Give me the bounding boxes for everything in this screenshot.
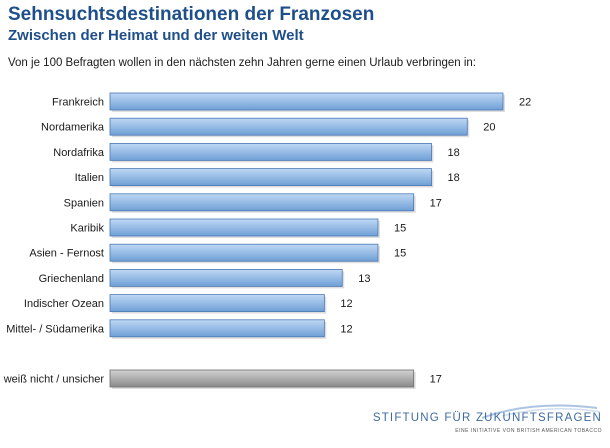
bar-3 [109,168,432,187]
category-label: weiß nicht / unsicher [3,374,105,386]
bar-7 [109,268,343,287]
category-label: Karibik [70,223,104,235]
bar-6 [109,243,379,262]
value-label: 17 [430,197,442,209]
logo-swoosh-icon [481,404,601,419]
logo-text: STIFTUNG FÜR ZUKUNFTSFRAGEN [372,412,602,424]
category-label: Nordamerika [41,122,105,134]
value-label: 20 [483,122,495,134]
bar-4 [109,193,415,212]
value-label: 18 [448,147,460,159]
category-label: Mittel- / Südamerika [6,323,105,335]
survey-question: Von je 100 Befragten wollen in den nächs… [8,57,476,69]
value-label: 15 [394,223,406,235]
chart-title: Sehnsuchtsdestinationen der Franzosen [8,4,375,25]
category-label: Spanien [64,197,104,209]
bar-5 [109,218,379,237]
bar-0 [109,92,504,111]
value-label: 12 [340,323,352,335]
bar-2 [109,142,432,161]
value-label: 15 [394,248,406,260]
value-label: 12 [340,298,352,310]
bar-9 [109,319,325,338]
bar-1 [109,117,468,136]
chart-subtitle: Zwischen der Heimat und der weiten Welt [8,27,304,44]
value-label: 17 [430,374,442,386]
category-label: Asien - Fernost [29,248,104,260]
category-label: Frankreich [52,97,104,109]
category-label: Griechenland [39,273,104,285]
category-label: Nordafrika [53,147,105,159]
category-label: Italien [75,172,104,184]
value-label: 22 [519,97,531,109]
bar-10 [109,369,415,388]
category-label: Indischer Ozean [24,298,104,310]
logo-subtext: EINE INITIATIVE VON BRITISH AMERICAN TOB… [455,428,602,434]
value-label: 13 [358,273,370,285]
bar-8 [109,294,325,313]
foundation-logo: STIFTUNG FÜR ZUKUNFTSFRAGEN EINE INITIAT… [373,402,602,442]
value-label: 18 [448,172,460,184]
